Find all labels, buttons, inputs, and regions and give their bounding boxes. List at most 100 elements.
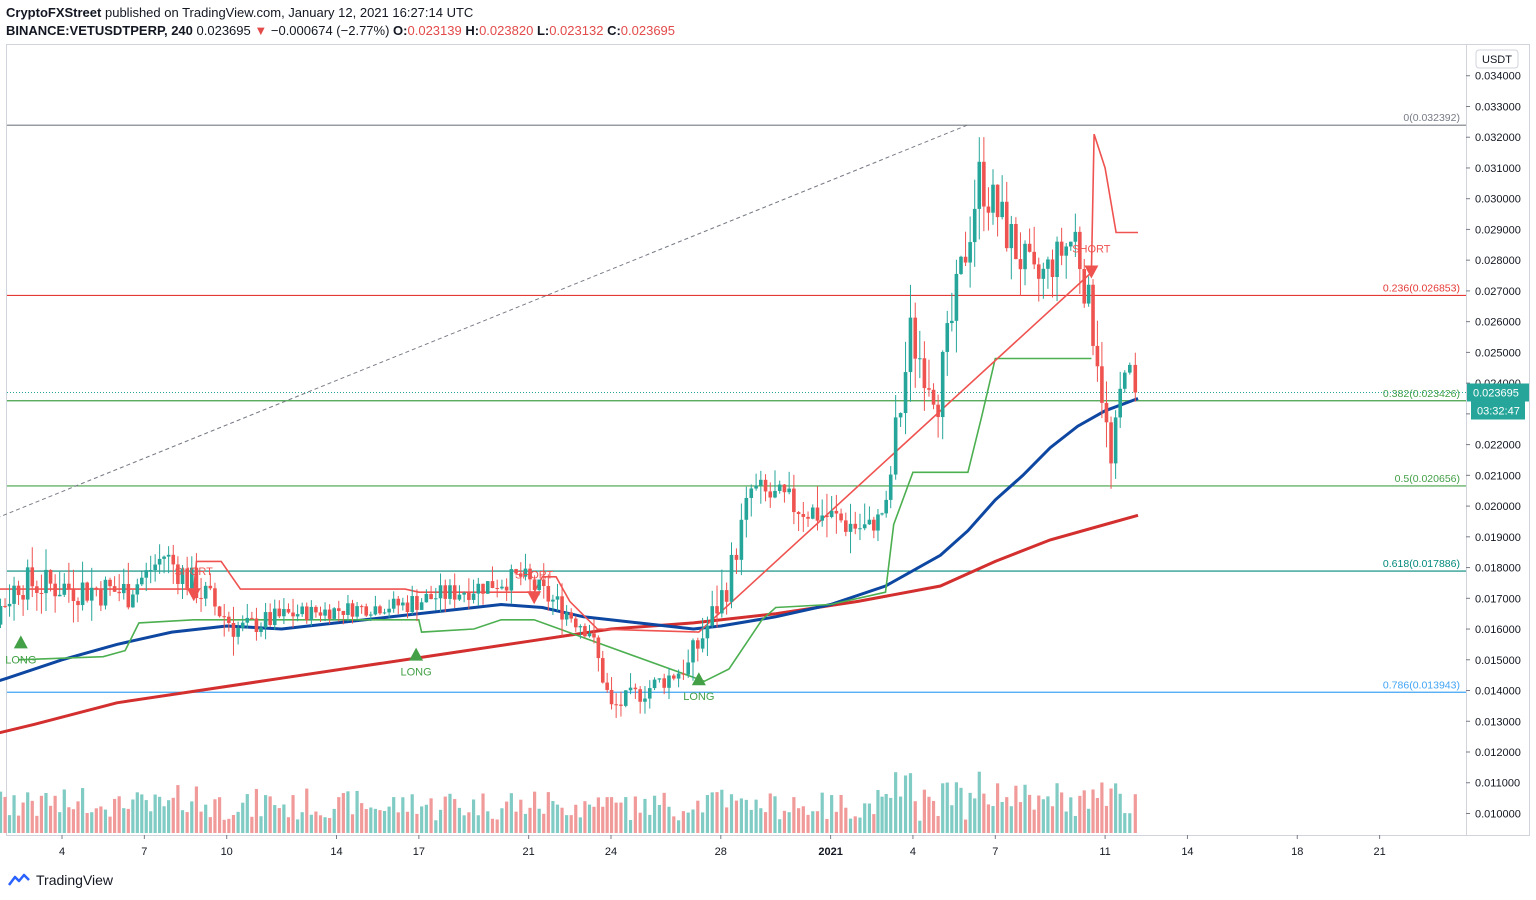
currency-label[interactable]: USDT bbox=[1475, 49, 1519, 69]
candle-body bbox=[462, 592, 466, 595]
candle-body bbox=[1086, 284, 1091, 304]
candle-body bbox=[471, 593, 476, 600]
candle-body bbox=[286, 609, 291, 613]
volume-bar bbox=[277, 808, 281, 833]
volume-bar bbox=[720, 789, 724, 833]
volume-bar bbox=[323, 817, 327, 833]
candle-body bbox=[884, 499, 888, 514]
volume-bar bbox=[204, 804, 208, 833]
volume-bar bbox=[1095, 798, 1100, 833]
fib-label-0.786: 0.786(0.013943) bbox=[1383, 679, 1460, 691]
volume-bar bbox=[476, 815, 480, 833]
candle-body bbox=[300, 606, 304, 615]
candle-body bbox=[681, 673, 686, 675]
volume-bar bbox=[884, 793, 888, 833]
volume-bar bbox=[986, 804, 991, 833]
price-axis-label: 0.031000 bbox=[1475, 163, 1521, 175]
open-value: 0.023139 bbox=[407, 23, 462, 38]
candle-body bbox=[1109, 422, 1113, 464]
volume-bar bbox=[153, 794, 157, 833]
volume-bar bbox=[537, 808, 541, 833]
interval-label[interactable]: 240 bbox=[171, 23, 193, 38]
volume-bar bbox=[291, 795, 295, 833]
last-price-box bbox=[1467, 383, 1529, 402]
volume-bar bbox=[601, 806, 605, 833]
volume-bar bbox=[913, 801, 917, 833]
candle-body bbox=[815, 507, 820, 521]
low-label: L: bbox=[536, 23, 550, 38]
volume-bar bbox=[443, 796, 447, 833]
fibonacci-retracement[interactable]: 0(0.032392) 0.236(0.026853) 0.382(0.023426… bbox=[7, 112, 1466, 693]
volume-bar bbox=[231, 814, 236, 833]
volume-bar bbox=[0, 791, 3, 833]
volume-bar bbox=[328, 818, 332, 833]
candle-body bbox=[0, 605, 3, 625]
footer-branding[interactable]: TradingView bbox=[8, 872, 113, 888]
volume-bar bbox=[696, 800, 700, 833]
price-axis-label: 0.020000 bbox=[1475, 501, 1521, 513]
volume-bar bbox=[787, 812, 791, 833]
volume-bar bbox=[438, 809, 443, 833]
candle-body bbox=[364, 606, 369, 616]
volume-bar bbox=[1114, 783, 1118, 833]
candle-body bbox=[429, 593, 433, 600]
candle-body bbox=[834, 510, 839, 514]
volume-bar bbox=[44, 792, 48, 833]
volume-bar bbox=[171, 797, 175, 833]
volume-bar bbox=[519, 799, 523, 833]
candle-body bbox=[903, 372, 908, 414]
volume-bar bbox=[309, 814, 313, 833]
candle-body bbox=[126, 583, 131, 608]
time-axis-label: 14 bbox=[1181, 846, 1193, 858]
candle-body bbox=[103, 579, 108, 606]
volume-bar bbox=[1041, 799, 1045, 833]
price-axis-label: 0.012000 bbox=[1475, 747, 1521, 759]
volume-bar bbox=[657, 804, 661, 833]
candle-body bbox=[304, 606, 309, 620]
candle-body bbox=[481, 583, 485, 594]
volume-bar bbox=[296, 819, 300, 833]
long-signal-label: LONG bbox=[401, 667, 432, 679]
volume-bar bbox=[778, 819, 782, 833]
candle-body bbox=[927, 388, 931, 390]
volume-bar bbox=[796, 808, 801, 833]
candle-body bbox=[327, 609, 332, 619]
long-signal-arrow-icon bbox=[691, 672, 706, 686]
volume-bar bbox=[80, 788, 85, 833]
candle-body bbox=[1032, 251, 1036, 265]
volume-bar bbox=[213, 799, 217, 833]
volume-bar bbox=[341, 793, 345, 833]
volume-bar bbox=[1069, 797, 1073, 833]
candle-body bbox=[85, 582, 89, 601]
candle-body bbox=[1009, 223, 1014, 249]
candle-body bbox=[171, 554, 176, 565]
candle-body bbox=[53, 583, 57, 597]
volume-bar bbox=[509, 793, 513, 833]
time-axis[interactable]: 4 7 10 14 17 21 24 28 2021 4 7 11 14 18 21 bbox=[59, 835, 1386, 858]
volume-bar bbox=[117, 796, 121, 833]
volume-bar bbox=[1082, 790, 1086, 833]
publisher-name[interactable]: CryptoFXStreet bbox=[6, 5, 102, 20]
candle-body bbox=[153, 564, 157, 571]
candle-body bbox=[401, 602, 405, 606]
volume-bar bbox=[481, 793, 485, 833]
candle-body bbox=[1027, 243, 1032, 252]
volume-bar bbox=[30, 800, 34, 833]
tradingview-logo-icon bbox=[8, 873, 30, 886]
volume-bar bbox=[108, 816, 112, 833]
volume-bar bbox=[1100, 782, 1104, 833]
candle-body bbox=[346, 603, 350, 615]
candle-body bbox=[940, 351, 945, 418]
volume-bar bbox=[453, 799, 457, 833]
candle-body bbox=[263, 612, 268, 628]
price-change: −0.000674 (−2.77%) bbox=[270, 23, 390, 38]
volume-bar bbox=[241, 802, 245, 833]
volume-bar bbox=[1014, 785, 1018, 833]
volume-bar bbox=[542, 813, 546, 833]
candle-body bbox=[1064, 246, 1069, 256]
symbol-name[interactable]: BINANCE:VETUSDTPERP bbox=[6, 23, 164, 38]
volume-bar bbox=[820, 792, 824, 833]
volume-bars bbox=[0, 771, 1137, 833]
candle-body bbox=[180, 568, 185, 584]
